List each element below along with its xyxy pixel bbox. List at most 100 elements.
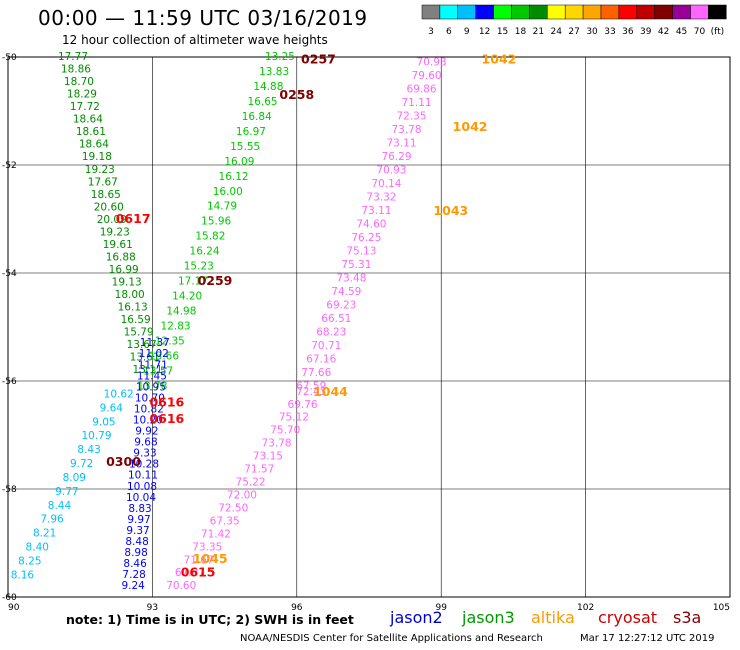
swh-value: 11.37 [140, 337, 170, 349]
swh-value: 67.87 [175, 567, 205, 579]
swh-value: 13.61 [130, 352, 160, 364]
swh-value: 67.35 [210, 515, 240, 527]
colorbar-label: 39 [640, 27, 652, 37]
time-annotation: 0616 [149, 411, 184, 426]
swh-value: 10.28 [129, 459, 159, 471]
swh-value: 69.23 [326, 299, 356, 311]
swh-value: 10.20 [133, 415, 163, 427]
swh-value: 75.70 [270, 425, 300, 437]
time-annotation: 1044 [313, 384, 348, 399]
swh-value: 75.13 [346, 245, 376, 257]
swh-value: 19.61 [103, 239, 133, 251]
colorbar-label: 36 [622, 27, 634, 37]
colorbar-label: 33 [604, 27, 615, 37]
colorbar-label: 12 [479, 27, 490, 37]
swh-value: 9.37 [126, 525, 149, 537]
colorbar: 3 6 9 12 15 18 21 24 27 30 33 36 39 42 45 70 (ft) [421, 4, 727, 37]
swh-value: 16.97 [236, 126, 266, 138]
swh-value: 19.18 [82, 151, 112, 163]
swh-value: 8.83 [128, 503, 151, 515]
swh-value: 8.09 [63, 472, 86, 484]
time-annotation: 0258 [279, 87, 314, 102]
swh-value: 8.46 [123, 558, 147, 570]
swh-value: 16.24 [190, 246, 220, 258]
swh-value: 71.42 [201, 528, 231, 540]
swh-value: 13.83 [259, 66, 289, 78]
legend-jason2: jason2 [390, 608, 443, 627]
swh-value: 15.23 [184, 261, 214, 273]
swh-value: 73.78 [262, 438, 292, 450]
swh-value: 70.93 [417, 56, 447, 68]
swh-value: 71.11 [402, 97, 432, 109]
legend-jason3: jason3 [462, 608, 515, 627]
swh-value: 70.93 [376, 164, 406, 176]
swh-value: 73.78 [391, 124, 421, 136]
swh-value: 14.98 [166, 306, 196, 318]
x-tick-label: 105 [713, 603, 730, 613]
swh-value: 18.64 [79, 139, 109, 151]
y-tick-label: -52 [2, 161, 17, 171]
swh-value: 77.66 [301, 367, 331, 379]
swh-value: 16.99 [109, 264, 139, 276]
swh-value: 7.28 [122, 569, 145, 581]
x-tick-label: 93 [147, 603, 158, 613]
colorbar-label: 3 [428, 27, 434, 37]
swh-value: 18.70 [64, 76, 94, 88]
time-annotation: 0259 [198, 273, 233, 288]
colorbar-label: 45 [676, 27, 687, 37]
swh-value: 15.96 [201, 216, 231, 228]
swh-value: 8.98 [124, 547, 147, 559]
swh-value: 10.82 [134, 403, 164, 415]
swh-value: 18.61 [76, 126, 106, 138]
time-annotation: 1045 [193, 551, 228, 566]
page-title: 00:00 — 11:59 UTC 03/16/2019 [38, 6, 368, 30]
swh-value: 16.12 [219, 171, 249, 183]
x-tick-label: 90 [8, 603, 20, 613]
swh-value: 72.00 [227, 489, 257, 501]
swh-value: 70.14 [371, 178, 401, 190]
swh-value: 16.13 [118, 302, 148, 314]
swh-value: 11.02 [139, 348, 169, 360]
swh-value: 73.32 [366, 191, 396, 203]
swh-value: 9.64 [100, 402, 124, 414]
swh-value: 10.95 [136, 381, 166, 393]
swh-value: 15.79 [124, 327, 154, 339]
swh-value: 9.92 [135, 426, 158, 438]
y-tick-label: -58 [2, 485, 17, 495]
swh-value: 17.67 [88, 176, 118, 188]
swh-value: 10.70 [135, 392, 165, 404]
swh-value: 71.57 [244, 464, 274, 476]
swh-value: 16.59 [121, 314, 151, 326]
swh-value: 72.50 [218, 502, 248, 514]
swh-value: 70.60 [166, 580, 196, 592]
time-annotation: 0615 [181, 565, 216, 580]
swh-value: 74.59 [331, 286, 361, 298]
swh-value: 72.43 [296, 386, 326, 398]
swh-value: 73.15 [253, 451, 283, 463]
swh-value: 14.20 [172, 291, 202, 303]
colorbar-label: 70 [694, 27, 706, 37]
swh-value: 18.86 [61, 64, 91, 76]
x-tick-label: 99 [435, 603, 447, 613]
colorbar-label: 21 [533, 27, 544, 37]
swh-value: 16.09 [224, 156, 254, 168]
swh-value: 73.11 [386, 137, 416, 149]
colorbar-label: 27 [568, 27, 579, 37]
swh-value: 16.84 [242, 111, 272, 123]
swh-value: 10.08 [127, 481, 157, 493]
swh-value: 68.23 [316, 326, 346, 338]
swh-value: 18.65 [91, 189, 121, 201]
credit-line: NOAA/NESDIS Center for Satellite Applica… [240, 633, 543, 644]
swh-value: 11.71 [138, 359, 168, 371]
swh-value: 11.45 [137, 370, 167, 382]
swh-value: 8.25 [18, 555, 41, 567]
swh-value: 9.33 [133, 448, 156, 460]
time-annotation: 0616 [149, 395, 184, 410]
swh-value: 8.43 [77, 444, 100, 456]
swh-value: 13.78 [137, 380, 167, 392]
x-tick-label: 102 [577, 603, 594, 613]
swh-value: 10.62 [104, 389, 134, 401]
swh-value: 13.11 [133, 364, 163, 376]
swh-value: 67.16 [306, 353, 336, 365]
swh-value: 19.23 [100, 226, 130, 238]
